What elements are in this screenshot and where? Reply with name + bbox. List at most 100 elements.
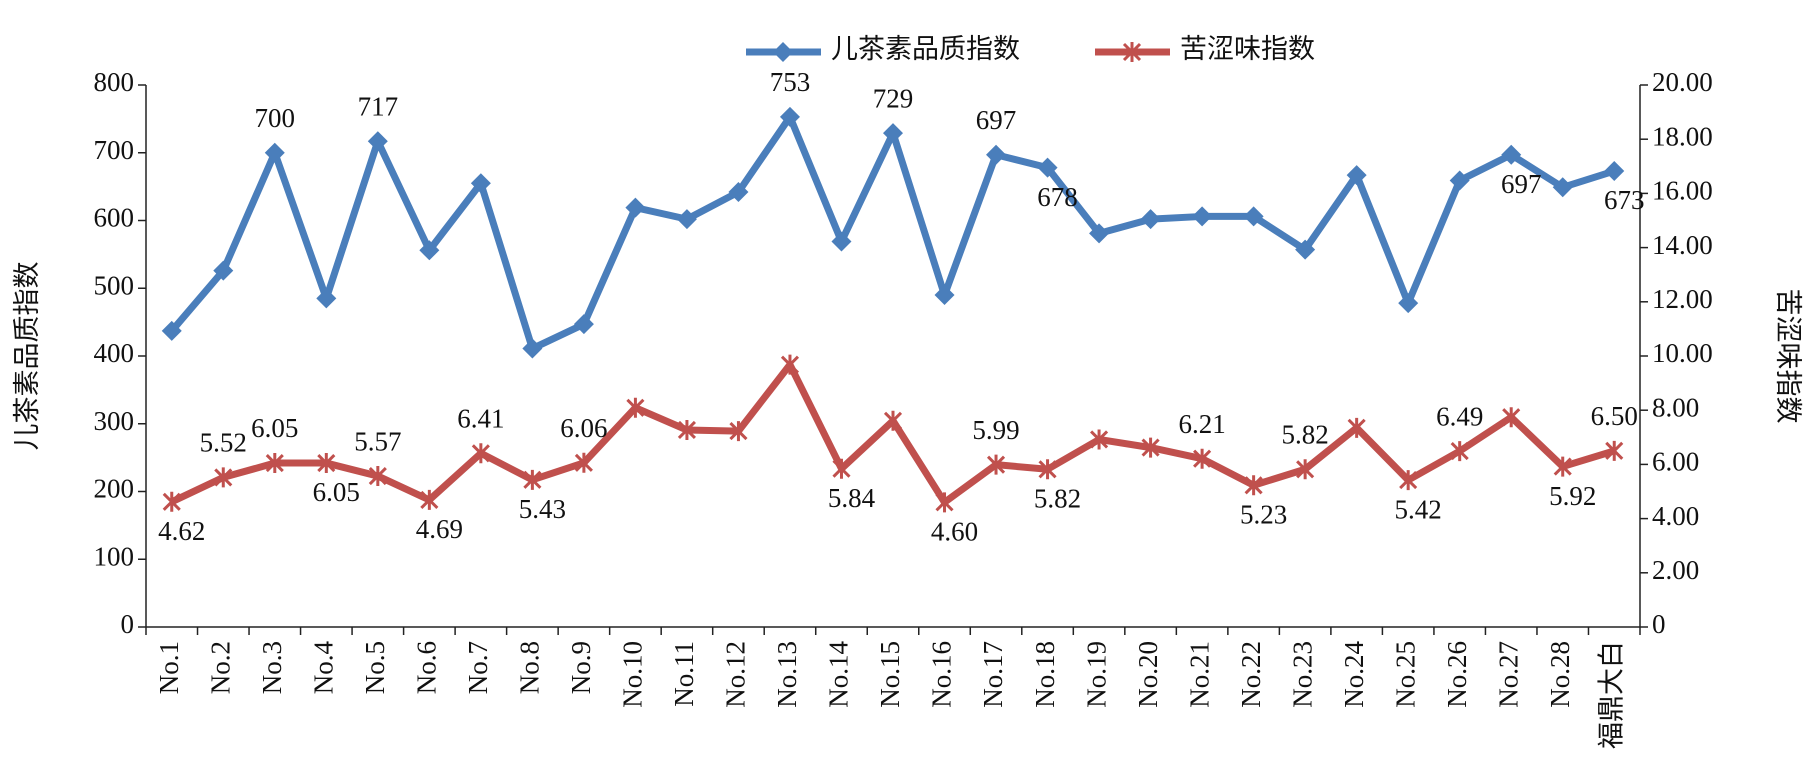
marker	[1090, 429, 1109, 450]
marker	[677, 419, 696, 440]
data-label: 5.84	[828, 483, 876, 513]
x-tick-label: No.13	[772, 641, 802, 708]
marker	[729, 421, 748, 442]
marker	[779, 106, 800, 127]
marker	[420, 489, 439, 510]
y-tick-label: 700	[94, 135, 135, 165]
marker	[676, 209, 697, 230]
data-label: 6.05	[313, 477, 360, 507]
data-label: 678	[1037, 182, 1078, 212]
x-tick-label: No.14	[824, 641, 854, 708]
data-label: 729	[873, 83, 914, 113]
x-tick-label: No.15	[875, 641, 905, 708]
marker	[214, 467, 233, 488]
y2-tick-label: 12.00	[1652, 284, 1713, 314]
marker	[471, 443, 490, 464]
marker	[368, 466, 387, 487]
data-label: 673	[1604, 185, 1645, 215]
y-tick-label: 0	[121, 609, 135, 639]
data-label: 6.41	[457, 403, 504, 433]
marker	[626, 397, 645, 418]
marker	[523, 469, 542, 490]
marker	[1038, 459, 1057, 480]
x-tick-label: No.25	[1390, 641, 1420, 708]
marker	[1141, 437, 1160, 458]
data-label: 6.06	[560, 413, 607, 443]
y2-tick-label: 4.00	[1652, 501, 1699, 531]
y-tick-label: 300	[94, 406, 135, 436]
x-tick-label: 福鼎大白	[1596, 641, 1626, 749]
x-tick-label: No.28	[1545, 641, 1575, 708]
x-tick-label: No.9	[566, 641, 596, 694]
marker	[625, 197, 646, 218]
data-label: 697	[1501, 169, 1542, 199]
marker	[265, 453, 284, 474]
legend-marker	[773, 42, 793, 62]
y2-tick-label: 6.00	[1652, 447, 1699, 477]
y2-tick-label: 14.00	[1652, 230, 1713, 260]
y2-tick-label: 18.00	[1652, 121, 1713, 151]
x-tick-label: No.20	[1133, 641, 1163, 708]
y-tick-label: 800	[94, 67, 135, 97]
y-tick-label: 500	[94, 270, 135, 300]
x-tick-label: No.8	[515, 641, 545, 694]
y2-tick-label: 16.00	[1652, 176, 1713, 206]
y-axis-title: 儿茶素品质指数	[12, 262, 42, 451]
x-tick-label: No.2	[205, 641, 235, 694]
data-label: 5.43	[519, 494, 566, 524]
y2-tick-label: 8.00	[1652, 392, 1699, 422]
x-tick-label: No.27	[1493, 641, 1523, 708]
x-tick-label: No.1	[154, 641, 184, 694]
marker	[574, 452, 593, 473]
x-tick-label: No.22	[1236, 641, 1266, 708]
legend-label: 苦涩味指数	[1180, 34, 1315, 64]
data-label: 6.50	[1591, 401, 1638, 431]
data-label: 5.82	[1282, 419, 1329, 449]
marker	[213, 260, 234, 281]
marker	[1449, 170, 1470, 191]
x-tick-label: No.19	[1081, 641, 1111, 708]
marker	[986, 454, 1006, 475]
y2-tick-label: 0	[1652, 609, 1666, 639]
data-label: 717	[358, 91, 399, 121]
data-label: 753	[770, 67, 811, 97]
marker	[1295, 239, 1316, 260]
y2-tick-label: 2.00	[1652, 555, 1699, 585]
y2-tick-label: 10.00	[1652, 338, 1713, 368]
data-label: 4.60	[931, 517, 978, 547]
y-tick-label: 400	[94, 338, 135, 368]
x-tick-label: No.17	[978, 641, 1008, 708]
marker	[1244, 475, 1263, 496]
marker	[367, 131, 388, 152]
marker	[522, 338, 543, 359]
marker	[1243, 206, 1264, 227]
data-label: 4.69	[416, 514, 463, 544]
data-label: 5.42	[1395, 494, 1442, 524]
marker	[986, 144, 1007, 165]
x-tick-label: No.7	[463, 641, 493, 694]
x-tick-label: No.11	[669, 641, 699, 707]
data-label: 700	[255, 103, 296, 133]
marker	[1605, 440, 1624, 461]
marker	[728, 182, 749, 203]
marker	[264, 142, 285, 163]
marker	[419, 240, 440, 261]
marker	[780, 354, 800, 375]
x-tick-label: No.12	[721, 641, 751, 708]
marker	[883, 410, 903, 431]
x-tick-label: No.18	[1030, 641, 1060, 708]
marker	[934, 285, 955, 306]
marker	[883, 123, 903, 144]
marker	[1450, 441, 1469, 462]
x-tick-label: No.3	[257, 641, 287, 694]
marker	[832, 458, 851, 479]
marker	[317, 453, 336, 474]
marker	[1037, 157, 1058, 178]
series-line	[169, 113, 1616, 353]
marker	[573, 314, 594, 335]
data-label: 6.49	[1436, 401, 1483, 431]
marker	[1502, 407, 1521, 428]
marker	[1553, 456, 1572, 477]
x-tick-label: No.16	[927, 641, 957, 708]
